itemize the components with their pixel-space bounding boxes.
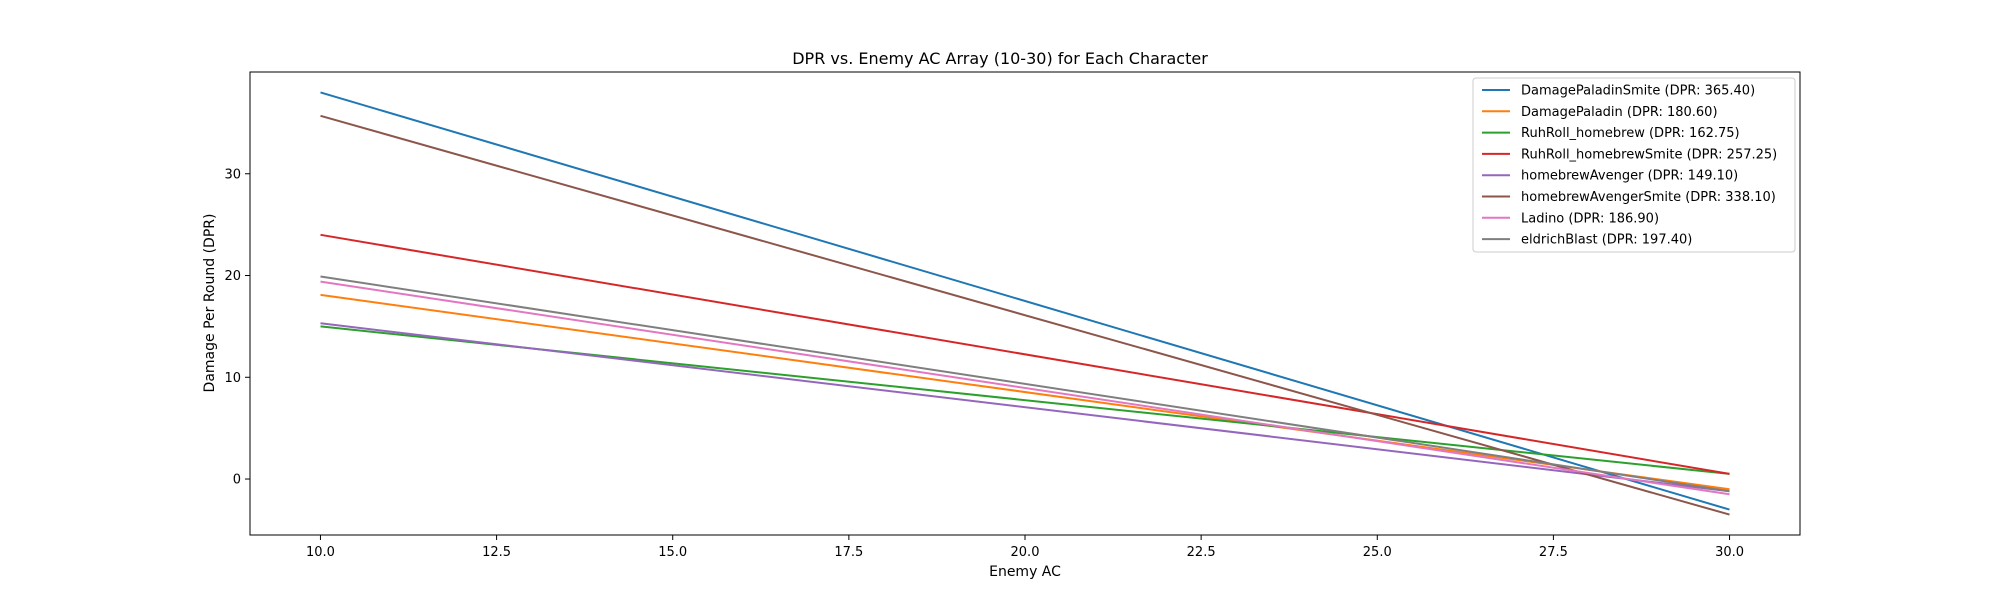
x-tick-label: 12.5 (482, 545, 511, 560)
x-axis: 10.0 12.5 15.0 17.5 20.0 22.5 25.0 27.5 30.0 (306, 535, 1744, 560)
series-layer (320, 91, 1730, 516)
legend-label: eldrichBlast (DPR: 197.40) (1521, 233, 1692, 248)
legend-label: homebrewAvenger (DPR: 149.10) (1521, 169, 1738, 184)
series-line-6 (320, 114, 1730, 516)
legend-label: RuhRoll_homebrewSmite (DPR: 257.25) (1521, 147, 1777, 162)
x-tick-label: 15.0 (658, 545, 687, 560)
y-tick-label: 0 (233, 473, 241, 488)
y-tick-label: 30 (224, 167, 241, 182)
y-tick-label: 20 (224, 269, 241, 284)
legend-label: Ladino (DPR: 186.90) (1521, 211, 1659, 226)
x-axis-label: Enemy AC (989, 564, 1061, 580)
y-tick-label: 10 (224, 371, 241, 386)
series-line-7 (320, 280, 1730, 496)
series-line-5 (320, 322, 1730, 493)
x-tick-label: 20.0 (1011, 545, 1040, 560)
legend-label: RuhRoll_homebrew (DPR: 162.75) (1521, 126, 1740, 141)
chart-title: DPR vs. Enemy AC Array (10-30) for Each … (792, 49, 1208, 68)
y-axis-label: Damage Per Round (DPR) (202, 214, 218, 393)
legend-box (1472, 77, 1796, 253)
y-axis: 0 10 20 30 (224, 167, 250, 488)
x-tick-label: 10.0 (306, 545, 335, 560)
x-tick-label: 17.5 (834, 545, 863, 560)
series-line-4 (320, 233, 1730, 475)
series-line-2 (320, 293, 1730, 491)
legend-label: homebrewAvengerSmite (DPR: 338.10) (1521, 190, 1776, 205)
legend-label: DamagePaladin (DPR: 180.60) (1521, 105, 1718, 120)
x-tick-label: 30.0 (1715, 545, 1744, 560)
series-line-8 (320, 275, 1730, 493)
series-line-1 (320, 91, 1730, 511)
x-tick-label: 27.5 (1539, 545, 1568, 560)
x-tick-label: 25.0 (1363, 545, 1392, 560)
legend-label: DamagePaladinSmite (DPR: 365.40) (1521, 84, 1755, 99)
x-tick-label: 22.5 (1187, 545, 1216, 560)
legend: DamagePaladinSmite (DPR: 365.40) DamagePa… (1472, 77, 1796, 253)
